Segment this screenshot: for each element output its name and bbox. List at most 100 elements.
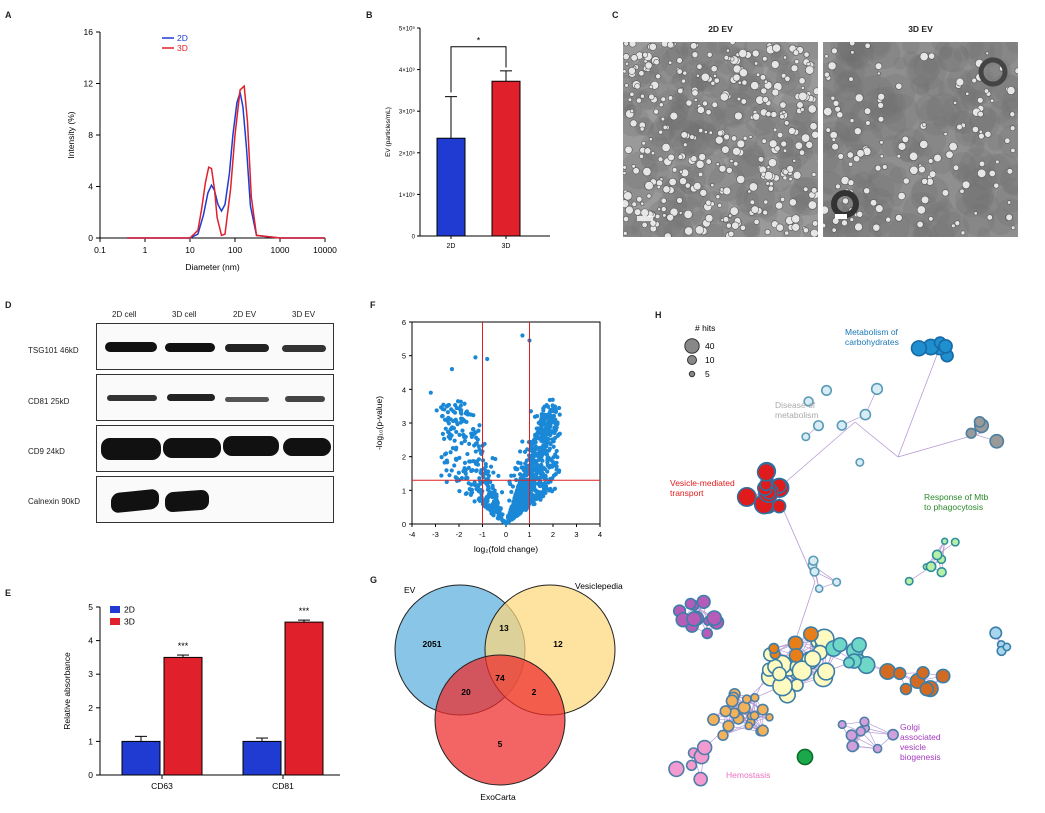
vesicle xyxy=(766,165,771,170)
x-tick-label: 3D xyxy=(502,243,511,250)
scale-bar xyxy=(835,214,847,219)
data-point xyxy=(462,460,468,465)
data-point xyxy=(533,434,538,439)
network-node xyxy=(887,728,899,741)
significance-stars: *** xyxy=(178,641,189,651)
data-point xyxy=(471,432,476,437)
data-point xyxy=(451,426,457,431)
y-tick-label: 0 xyxy=(412,235,416,241)
vesicle xyxy=(765,111,772,118)
data-point xyxy=(557,412,562,417)
data-point xyxy=(550,397,555,402)
tem-texture xyxy=(917,97,956,136)
network-edge xyxy=(794,581,816,643)
vesicle xyxy=(731,221,740,230)
data-point xyxy=(517,484,523,489)
network-node xyxy=(802,626,819,643)
vesicle xyxy=(849,118,855,123)
legend-size-circle xyxy=(684,338,700,354)
data-point xyxy=(544,402,549,408)
vesicle xyxy=(715,194,721,200)
vesicle xyxy=(630,54,638,62)
tem-texture xyxy=(996,198,1018,227)
venn-count: 74 xyxy=(495,673,505,683)
vesicle xyxy=(717,130,724,137)
vesicle xyxy=(711,101,718,108)
vesicle xyxy=(640,201,645,206)
vesicle xyxy=(696,73,700,78)
vesicle xyxy=(634,83,641,90)
vesicle xyxy=(736,139,746,149)
data-point xyxy=(524,484,529,490)
vesicle xyxy=(781,110,786,115)
data-point xyxy=(448,436,453,441)
vesicle xyxy=(715,162,720,167)
vesicle xyxy=(791,223,800,232)
vesicle xyxy=(812,87,818,96)
venn-count: 2051 xyxy=(423,639,442,649)
tem-texture xyxy=(844,120,883,160)
data-point xyxy=(444,468,449,473)
tem-texture xyxy=(639,228,653,237)
tem-texture xyxy=(956,196,975,215)
network-node xyxy=(965,427,977,439)
data-point xyxy=(457,432,462,437)
band xyxy=(165,489,209,513)
vesicle xyxy=(648,42,657,51)
wb-row-cd81: CD81 25kD xyxy=(28,397,70,406)
venn-count: 5 xyxy=(498,739,503,749)
tem-texture xyxy=(833,83,865,116)
network-node xyxy=(925,561,937,573)
data-point xyxy=(444,479,449,485)
vesicle xyxy=(627,97,633,102)
data-point xyxy=(529,447,534,453)
data-point xyxy=(449,468,454,473)
network-node xyxy=(684,597,697,610)
data-point xyxy=(491,470,496,475)
venn-count: 2 xyxy=(532,687,537,697)
data-point xyxy=(536,420,541,425)
tem-texture xyxy=(743,222,758,237)
vesicle xyxy=(713,77,720,84)
wb-row-tsg101: TSG101 46kD xyxy=(28,346,79,355)
tem-texture xyxy=(913,52,942,81)
tem-texture xyxy=(725,182,749,206)
network-node xyxy=(935,668,951,684)
vesicle xyxy=(792,171,802,180)
data-point xyxy=(532,414,538,419)
network-edge xyxy=(854,421,899,458)
data-point xyxy=(439,473,444,478)
vesicle xyxy=(877,93,885,101)
data-point xyxy=(449,367,455,372)
data-point xyxy=(549,489,555,494)
data-point xyxy=(513,493,518,499)
data-point xyxy=(477,447,482,452)
vesicle xyxy=(682,70,688,76)
vesicle xyxy=(751,49,760,58)
vesicle xyxy=(782,175,788,181)
y-tick-label: 5 xyxy=(402,352,406,361)
data-point xyxy=(529,461,534,466)
y-tick-label: 3×10⁹ xyxy=(399,109,416,116)
wb-col-2d-ev: 2D EV xyxy=(233,310,257,319)
vesicle xyxy=(807,200,818,210)
panel-letter-h: H xyxy=(655,310,662,320)
vesicle xyxy=(798,91,808,101)
data-point xyxy=(533,447,538,453)
network-node xyxy=(916,665,930,680)
vesicle xyxy=(768,158,777,168)
vesicle xyxy=(897,192,906,201)
vesicle xyxy=(723,55,730,61)
data-point xyxy=(516,499,521,504)
vesicle xyxy=(810,228,818,237)
vesicle xyxy=(1009,111,1016,118)
venn-set-label: EV xyxy=(404,585,416,595)
vesicle xyxy=(685,99,693,107)
data-point xyxy=(517,495,522,500)
y-tick-label: 0 xyxy=(402,520,406,529)
vesicle xyxy=(661,143,671,152)
data-point xyxy=(555,455,560,460)
data-point xyxy=(477,423,482,428)
vesicle xyxy=(623,171,627,176)
data-point xyxy=(458,399,463,404)
